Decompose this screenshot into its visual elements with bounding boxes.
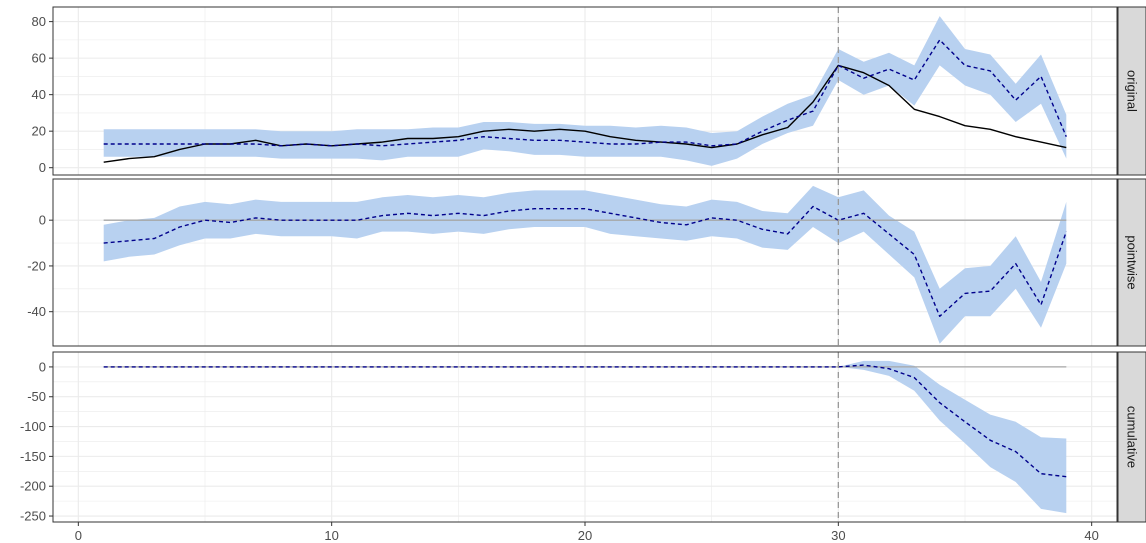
confidence-band-pointwise — [103, 185, 1067, 344]
x-tick-label: 10 — [324, 528, 338, 543]
facet-strip — [1117, 178, 1146, 347]
facet-strip-label-pointwise: pointwise — [1125, 235, 1140, 289]
panel-border — [52, 178, 1118, 347]
y-tick-label: -50 — [27, 389, 46, 404]
facet-strip-label-cumulative: cumulative — [1125, 406, 1140, 468]
y-tick-label: 80 — [32, 14, 46, 29]
x-tick-label: 40 — [1084, 528, 1098, 543]
y-tick-label: -40 — [27, 304, 46, 319]
y-tick-label: -250 — [20, 509, 46, 524]
facet-strip — [1117, 6, 1146, 176]
panel-cumulative: -250 -200 -150 -100 -50 0 cumulative — [20, 351, 1146, 524]
panel-pointwise: -40 -20 0 pointwise — [27, 178, 1146, 347]
y-tick-label: 20 — [32, 124, 46, 139]
y-tick-label: -100 — [20, 419, 46, 434]
series-line-actual-original — [103, 64, 1067, 163]
y-tick-label: -20 — [27, 258, 46, 273]
panel-original: 0 20 40 60 80 original — [32, 6, 1146, 176]
x-axis: 0 10 20 30 40 — [75, 522, 1099, 543]
panels-layer: 020406080original-40-200pointwise-250-20… — [20, 6, 1146, 524]
series-line-predicted-original — [103, 39, 1067, 147]
y-tick-label: 0 — [39, 359, 46, 374]
y-tick-label: 40 — [32, 87, 46, 102]
panel-border — [52, 6, 1118, 176]
y-tick-label: 60 — [32, 51, 46, 66]
confidence-band-original — [103, 16, 1067, 166]
y-tick-label: -200 — [20, 479, 46, 494]
series-line-predicted-pointwise — [103, 205, 1067, 317]
y-tick-label: -150 — [20, 449, 46, 464]
x-tick-label: 0 — [75, 528, 82, 543]
x-tick-label: 30 — [831, 528, 845, 543]
y-tick-label: 0 — [39, 160, 46, 175]
y-tick-label: 0 — [39, 213, 46, 228]
facet-strip-label-original: original — [1125, 70, 1140, 112]
x-tick-label: 20 — [578, 528, 592, 543]
facet-strip — [1117, 351, 1146, 523]
